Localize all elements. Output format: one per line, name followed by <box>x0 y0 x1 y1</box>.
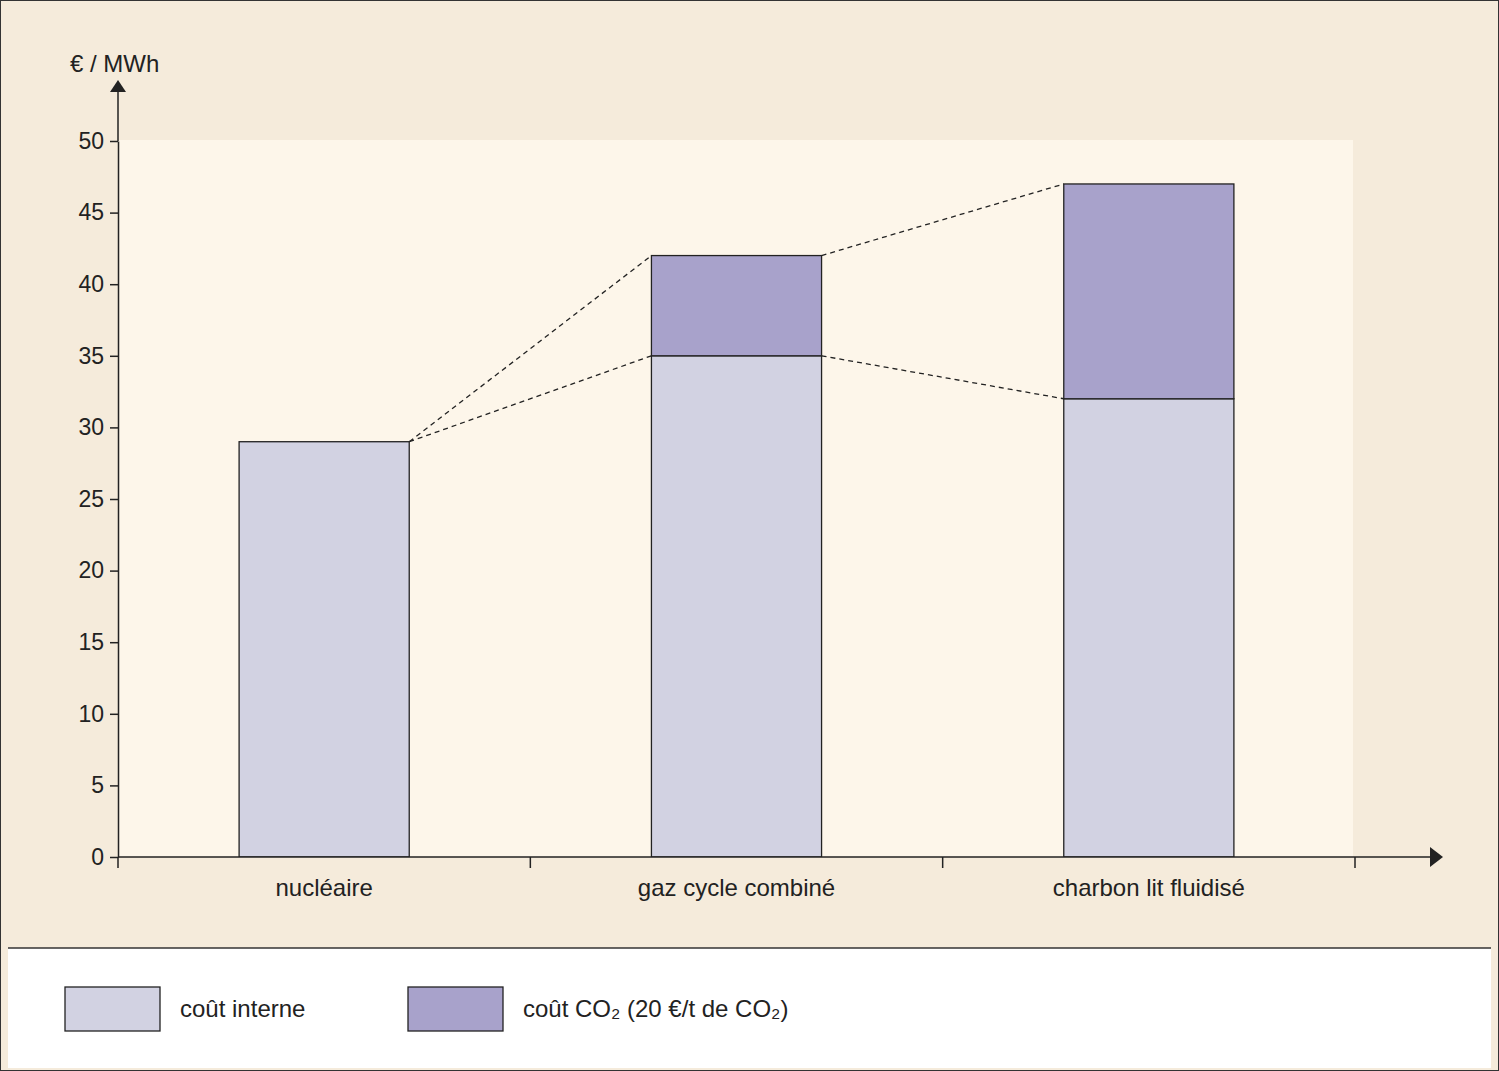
x-tick: charbon lit fluidisé <box>1053 874 1245 901</box>
x-tick: gaz cycle combiné <box>638 874 835 901</box>
y-tick-label: 45 <box>78 199 104 225</box>
y-tick-label: 30 <box>78 414 104 440</box>
y-tick-label: 35 <box>78 343 104 369</box>
y-tick-label: 40 <box>78 271 104 297</box>
legend-label: coût CO₂ (20 €/t de CO₂) <box>523 995 788 1022</box>
x-tick: nucléaire <box>275 874 372 901</box>
y-tick-label: 50 <box>78 128 104 154</box>
y-tick: 0 <box>91 844 118 870</box>
y-tick-label: 5 <box>91 772 104 798</box>
y-tick: 20 <box>78 557 118 583</box>
bar <box>239 442 409 857</box>
y-axis-arrow <box>110 80 126 92</box>
y-tick-label: 25 <box>78 486 104 512</box>
legend-background <box>8 948 1491 1068</box>
bars <box>239 184 1234 857</box>
y-tick-mark <box>110 642 118 644</box>
y-tick: 50 <box>78 128 118 154</box>
connector <box>409 256 651 442</box>
background <box>1 1 1499 1071</box>
legend-swatch <box>408 987 503 1031</box>
bar <box>1064 184 1234 399</box>
y-tick: 35 <box>78 343 118 369</box>
y-tick: 40 <box>78 271 118 297</box>
x-tick-label: charbon lit fluidisé <box>1053 874 1245 901</box>
x-axis: nucléaire gaz cycle combiné charbon lit fl… <box>275 874 1244 901</box>
x-axis-line <box>118 856 1432 858</box>
y-tick-mark <box>110 714 118 716</box>
x-axis-arrow <box>1430 847 1443 867</box>
x-band-separator <box>942 857 944 868</box>
y-tick: 45 <box>78 199 118 225</box>
legend-swatch <box>65 987 160 1031</box>
y-tick-label: 10 <box>78 701 104 727</box>
y-tick: 25 <box>78 486 118 512</box>
x-band-separator <box>117 857 119 868</box>
y-tick-mark <box>110 356 118 358</box>
x-tick-label: nucléaire <box>275 874 372 901</box>
x-tick-label: gaz cycle combiné <box>638 874 835 901</box>
y-tick-mark <box>110 857 118 859</box>
legend-item: coût CO₂ (20 €/t de CO₂) <box>408 987 788 1031</box>
plot-background <box>118 140 1353 857</box>
legend-label: coût interne <box>180 995 305 1022</box>
bar <box>1064 399 1234 857</box>
legend-item: coût interne <box>65 987 305 1031</box>
y-tick-mark <box>110 785 118 787</box>
y-tick: 30 <box>78 414 118 440</box>
y-tick-label: 20 <box>78 557 104 583</box>
y-axis-arrow-line <box>117 90 119 141</box>
y-tick-mark <box>110 212 118 214</box>
connector <box>822 184 1064 256</box>
y-tick-mark <box>110 427 118 429</box>
chart: 0 5 10 15 20 25 30 35 40 45 50 € / MWh nucléaire gaz … <box>0 0 1499 1071</box>
y-tick-label: 0 <box>91 844 104 870</box>
y-axis: 0 5 10 15 20 25 30 35 40 45 50 <box>78 128 118 870</box>
y-tick: 15 <box>78 629 118 655</box>
connector <box>822 356 1064 399</box>
y-tick-mark <box>110 284 118 286</box>
y-tick: 5 <box>91 772 118 798</box>
y-tick-label: 15 <box>78 629 104 655</box>
y-tick-mark <box>110 141 118 143</box>
x-band-separator <box>1354 857 1356 868</box>
y-axis-title: € / MWh <box>70 50 159 77</box>
legend-separator <box>8 947 1491 949</box>
bar <box>651 356 821 857</box>
bar <box>651 256 821 356</box>
y-tick: 10 <box>78 701 118 727</box>
connector <box>409 356 651 442</box>
y-tick-mark <box>110 499 118 501</box>
y-tick-mark <box>110 570 118 572</box>
x-band-separator <box>530 857 532 868</box>
